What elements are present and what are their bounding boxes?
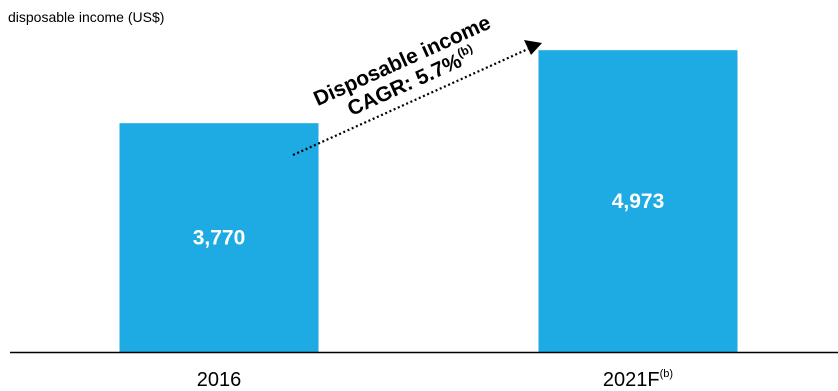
bars-group: 3,770 4,973: [119, 50, 738, 353]
x-tick-label-2016: 2016: [197, 369, 242, 391]
cagr-arrow-line: [292, 47, 529, 157]
bar-value-label-2021f: 4,973: [612, 190, 665, 213]
x-tick-label-2021f: 2021F(b): [603, 368, 673, 391]
bar-2021f: [538, 50, 738, 353]
bar-2016: [119, 123, 319, 352]
cagr-arrowhead-icon: [524, 40, 542, 55]
y-axis-label: disposable income (US$): [8, 9, 164, 25]
cagr-annotation: Disposable income CAGR: 5.7%(b): [292, 11, 542, 157]
x-tick-labels: 2016 2021F(b): [197, 368, 673, 391]
cagr-superscript: (b): [455, 41, 475, 60]
bar-value-label-2016: 3,770: [193, 227, 246, 250]
